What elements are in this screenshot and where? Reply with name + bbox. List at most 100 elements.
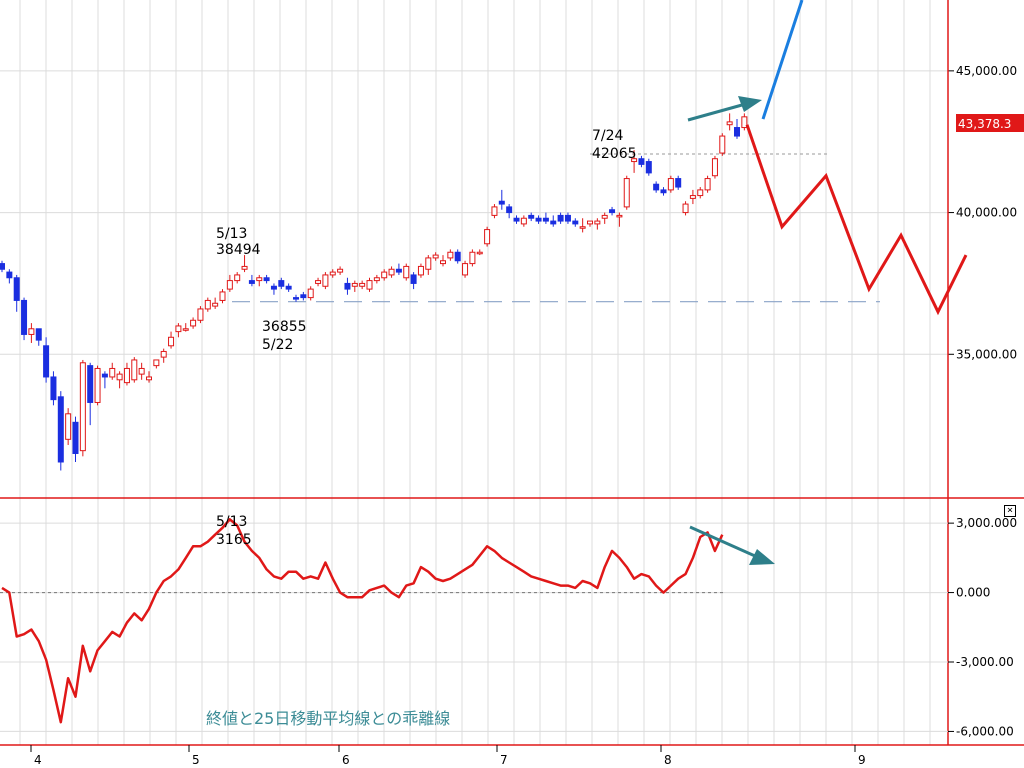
candle-body: [219, 291, 226, 301]
candle: [28, 323, 35, 343]
candle-body: [417, 265, 424, 276]
deviation-trend-arrow: [689, 525, 775, 565]
reference-lines: [232, 153, 880, 303]
candle: [123, 362, 130, 386]
candle-body: [6, 271, 13, 279]
candle: [131, 357, 138, 383]
candle-body: [50, 376, 57, 401]
x-tick-label: 4: [34, 753, 42, 767]
candle-body: [506, 206, 513, 214]
candle: [653, 181, 660, 193]
candle-body: [520, 217, 527, 225]
candle-body: [248, 280, 255, 284]
price-horizontal-gridlines: [0, 70, 948, 355]
candle: [403, 263, 410, 281]
candle-body: [359, 282, 366, 287]
candle: [704, 175, 711, 193]
candle: [726, 113, 733, 131]
candle: [616, 212, 623, 227]
candle-body: [307, 288, 314, 299]
price-y-tick-label: 35,000.00: [956, 347, 1017, 361]
candle-body: [572, 220, 579, 225]
candle: [6, 269, 13, 284]
candle: [638, 155, 645, 168]
last-price-label: 43,378.3: [958, 117, 1011, 131]
candle-body: [587, 220, 593, 225]
candle-body: [388, 268, 395, 276]
candle: [476, 249, 483, 256]
candle-body: [28, 328, 35, 335]
candle-body: [182, 328, 189, 331]
candle-body: [190, 319, 197, 327]
candle-body: [337, 268, 344, 273]
candle: [719, 133, 726, 156]
candle: [395, 263, 402, 275]
candle: [234, 272, 241, 284]
candle: [631, 150, 638, 173]
trend-arrows: [687, 96, 762, 122]
candle-body: [153, 359, 160, 367]
deviation-y-tick-label: 3,000.000: [956, 516, 1017, 530]
candle: [138, 362, 145, 380]
candle-body: [697, 189, 704, 197]
deviation-annotation: 5/13 3165: [216, 514, 252, 548]
candle: [329, 269, 336, 278]
trend-up-arrow-shaft: [687, 103, 743, 122]
candle-body: [528, 214, 535, 219]
candle-body: [667, 178, 674, 191]
price-annotation-bottom: 38494: [216, 242, 261, 258]
candle-body: [285, 285, 292, 290]
deviation-series-line: [1, 518, 724, 724]
candle: [35, 328, 42, 346]
candle: [440, 255, 446, 267]
candle: [667, 175, 674, 193]
candle-body: [160, 350, 167, 358]
candle: [337, 266, 344, 275]
candle: [572, 218, 579, 227]
candle: [520, 215, 527, 227]
close-panel-button[interactable]: ×: [1004, 505, 1016, 517]
x-tick-label: 9: [858, 753, 866, 767]
deviation-y-tick-label: 0.000: [956, 586, 990, 600]
candle: [682, 201, 689, 216]
candle: [594, 218, 601, 230]
candle-body: [638, 158, 645, 165]
candle-body: [300, 294, 307, 299]
candle-body: [689, 195, 696, 199]
price-annotation-top: 36855: [262, 319, 307, 335]
candle: [79, 359, 86, 457]
candle-body: [410, 274, 417, 284]
candle: [219, 289, 226, 304]
deviation-y-axis: 3,000.000 0.000 -3,000.00 -6,000.00: [948, 516, 1017, 738]
forecast-lines: [745, 0, 968, 316]
candle-body: [138, 367, 145, 375]
candle-body: [711, 158, 718, 177]
candle-body: [675, 178, 682, 188]
candle-body: [43, 345, 50, 378]
candle-body: [322, 274, 329, 287]
candle-body: [168, 336, 175, 347]
candle: [344, 277, 351, 295]
candle: [263, 274, 270, 284]
candle-body: [454, 251, 461, 262]
candle: [285, 283, 292, 292]
candle-body: [226, 280, 233, 290]
candle-body: [351, 282, 358, 287]
candle: [366, 277, 373, 292]
candle-body: [0, 263, 5, 270]
candle: [491, 204, 498, 219]
candle-body: [79, 362, 86, 452]
candle: [256, 274, 263, 287]
candle-body: [726, 121, 733, 126]
candle-body: [469, 251, 476, 265]
candle: [94, 365, 101, 406]
candle: [101, 371, 108, 389]
price-y-tick-label: 45,000.00: [956, 64, 1017, 78]
trend-down-arrow-shaft: [689, 525, 756, 558]
candle: [322, 272, 329, 290]
candle-body: [116, 373, 123, 381]
candle-body: [535, 217, 542, 222]
candle: [160, 348, 167, 363]
